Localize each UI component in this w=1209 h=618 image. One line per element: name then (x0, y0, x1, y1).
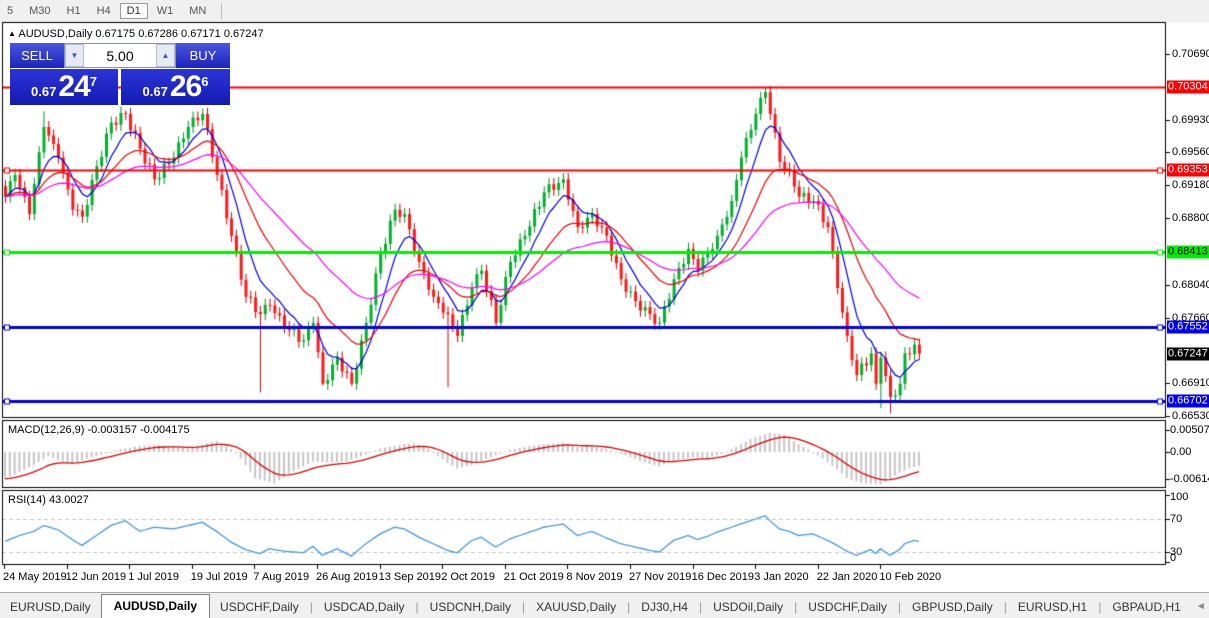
rsi-axis-label: 70 (1170, 513, 1183, 525)
chart-tab-usdcnh-daily[interactable]: USDCNH,Daily (429, 600, 512, 614)
macd-axis-label: 0.00 (1170, 446, 1192, 458)
chart-tab-audusd-daily[interactable]: AUDUSD,Daily (100, 594, 211, 618)
chart-tab-usdcad-daily[interactable]: USDCAD,Daily (323, 600, 405, 614)
buy-price-big: 26 (169, 70, 202, 103)
date-axis-label: 10 Feb 2020 (879, 571, 942, 583)
buy-price-box[interactable]: 0.67 26 6 (121, 69, 230, 105)
chart-tab-gbpusd-daily[interactable]: GBPUSD,Daily (912, 600, 993, 614)
sell-button[interactable]: SELL (10, 43, 64, 68)
sell-price-sup: 7 (89, 73, 97, 89)
rsi-header: RSI(14) 43.0027 (8, 494, 89, 506)
chart-tab-xauusd-daily[interactable]: XAUUSD,Daily (536, 600, 617, 614)
tab-separator: | (627, 600, 631, 614)
volume-increase-button[interactable]: ▲ (156, 44, 175, 67)
rsi-axis-label: 30 (1170, 546, 1183, 558)
macd-axis-label: 0.005076 (1170, 424, 1209, 436)
chart-tab-usdchf-daily[interactable]: USDCHF,Daily (808, 600, 887, 614)
rsi-axis-label: 100 (1170, 491, 1189, 503)
chart-tab-eurusd-h1[interactable]: EURUSD,H1 (1017, 600, 1088, 614)
price-axis-label: 0.68040 (1172, 278, 1209, 291)
level-price-badge: 0.70304 (1167, 80, 1209, 94)
macd-axis-label: -0.006148 (1170, 472, 1209, 485)
date-axis-label: 21 Oct 2019 (503, 571, 564, 583)
price-axis-label: 0.66530 (1172, 409, 1209, 422)
volume-input[interactable]: 5.00 (106, 47, 134, 64)
tab-separator: | (415, 600, 419, 614)
sell-price-big: 24 (58, 70, 90, 103)
level-price-badge: 0.67552 (1167, 320, 1209, 334)
tab-separator: | (309, 600, 313, 614)
chart-tab-usdchf-daily[interactable]: USDCHF,Daily (220, 600, 299, 614)
tab-separator: | (1003, 600, 1007, 614)
date-axis-label: 27 Nov 2019 (629, 571, 692, 583)
level-price-badge: 0.69353 (1167, 163, 1209, 177)
sell-price-prefix: 0.67 (31, 83, 57, 99)
date-axis-label: 2 Oct 2019 (441, 571, 496, 583)
date-axis-label: 12 Jun 2019 (65, 571, 127, 583)
date-axis-label: 19 Jul 2019 (190, 571, 248, 583)
tab-scroll-controls: ◄► (1191, 593, 1209, 618)
volume-decrease-button[interactable]: ▼ (65, 44, 84, 67)
chart-symbol-header: ▲ AUDUSD,Daily 0.67175 0.67286 0.67171 0… (8, 28, 264, 40)
sell-price-box[interactable]: 0.67 24 7 (10, 69, 118, 105)
date-axis-label: 3 Jan 2020 (754, 571, 809, 583)
chart-tab-dj30-h4[interactable]: DJ30,H4 (641, 600, 688, 614)
date-axis-label: 1 Jul 2019 (128, 571, 179, 583)
chart-title-ohlc: AUDUSD,Daily 0.67175 0.67286 0.67171 0.6… (18, 28, 264, 40)
tab-scroll-left-icon[interactable]: ◄ (1195, 600, 1206, 612)
date-axis-label: 7 Aug 2019 (253, 571, 310, 583)
level-price-badge: 0.68413 (1167, 245, 1209, 259)
rsi-axis-label: 0 (1170, 552, 1177, 564)
tab-separator: | (698, 600, 703, 614)
date-axis-label: 22 Jan 2020 (816, 571, 878, 583)
price-axis-label: 0.66910 (1172, 376, 1209, 389)
date-axis-label: 24 May 2019 (3, 571, 67, 583)
tab-separator: | (522, 600, 526, 614)
chart-tab-usdoil-daily[interactable]: USDOil,Daily (713, 600, 784, 614)
date-axis-label: 8 Nov 2019 (566, 571, 623, 583)
buy-price-prefix: 0.67 (142, 83, 168, 99)
tab-separator: | (794, 600, 798, 614)
date-axis-label: 26 Aug 2019 (316, 571, 378, 583)
volume-field-wrap: ▼ 5.00 ▲ (64, 43, 176, 68)
one-click-trading-panel: SELL ▼ 5.00 ▲ BUY 0.67 24 7 0.67 26 6 (10, 43, 230, 105)
date-axis-label: 16 Dec 2019 (691, 571, 754, 583)
current-price-badge: 0.67247 (1167, 347, 1209, 361)
price-axis-label: 0.70690 (1172, 47, 1209, 60)
collapse-arrow-icon[interactable]: ▲ (8, 29, 16, 38)
level-price-badge: 0.66702 (1167, 394, 1209, 408)
price-axis-label: 0.69560 (1172, 146, 1209, 159)
tab-separator: | (897, 600, 902, 614)
chart-tab-bar: EURUSD,Daily AUDUSD,Daily USDCHF,Daily | USD… (0, 592, 1209, 618)
price-axis-label: 0.69930 (1172, 114, 1209, 127)
chart-tab-eurusd-daily[interactable]: EURUSD,Daily (10, 600, 91, 614)
price-axis-label: 0.69180 (1172, 179, 1209, 192)
tab-separator: | (1098, 600, 1102, 614)
chart-tab-gbpaud-h1[interactable]: GBPAUD,H1 (1112, 600, 1181, 614)
macd-header: MACD(12,26,9) -0.003157 -0.004175 (8, 424, 190, 436)
date-axis-label: 13 Sep 2019 (378, 571, 441, 583)
buy-button[interactable]: BUY (176, 43, 230, 68)
price-axis-label: 0.68800 (1172, 212, 1209, 225)
buy-price-sup: 6 (201, 73, 209, 89)
